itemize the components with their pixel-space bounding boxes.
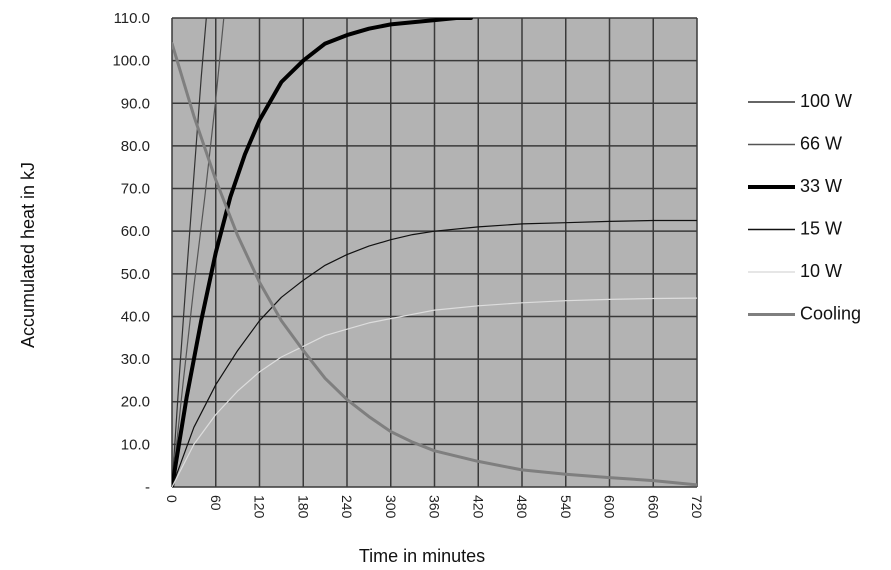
legend-label: Cooling xyxy=(800,304,861,324)
x-tick-label: 420 xyxy=(470,495,486,519)
y-tick-label: 70.0 xyxy=(121,181,150,198)
y-tick-label: 90.0 xyxy=(121,95,150,112)
x-tick-label: 0 xyxy=(164,495,180,503)
legend-label: 15 W xyxy=(800,219,842,239)
y-axis-title: Accumulated heat in kJ xyxy=(18,162,38,348)
series-line-15-w xyxy=(172,219,697,487)
x-tick-label: 60 xyxy=(208,495,224,511)
legend-label: 33 W xyxy=(800,176,842,196)
x-tick-label: 720 xyxy=(689,495,705,519)
y-tick-label: - xyxy=(145,479,150,496)
y-tick-label: 110.0 xyxy=(114,10,150,27)
y-tick-label: 50.0 xyxy=(121,266,150,283)
grid xyxy=(171,17,698,488)
x-tick-label: 540 xyxy=(558,495,574,519)
y-axis-ticks: - 10.0 20.0 30.0 40.0 50.0 60.0 70.0 80.0 90.0 100… xyxy=(112,10,150,496)
series-lines xyxy=(172,18,697,487)
y-tick-label: 20.0 xyxy=(121,394,150,411)
series-line-66-w xyxy=(172,18,225,487)
legend-label: 100 W xyxy=(800,91,852,111)
x-tick-label: 120 xyxy=(252,495,268,519)
series-line-10-w xyxy=(172,297,697,487)
x-axis-ticks: 0 60 120 180 240 300 360 420 480 540 600 660 720 xyxy=(164,495,705,519)
series-line-33-w xyxy=(172,18,473,487)
y-tick-label: 60.0 xyxy=(121,223,150,240)
y-tick-label: 10.0 xyxy=(121,436,150,453)
y-tick-label: 100.0 xyxy=(112,53,150,70)
x-tick-label: 300 xyxy=(383,495,399,519)
x-axis-title: Time in minutes xyxy=(359,546,485,566)
x-tick-label: 480 xyxy=(514,495,530,519)
x-tick-label: 240 xyxy=(339,495,355,519)
x-tick-label: 360 xyxy=(427,495,443,519)
y-tick-label: 40.0 xyxy=(121,308,150,325)
y-tick-label: 80.0 xyxy=(121,138,150,155)
x-tick-label: 180 xyxy=(295,495,311,519)
x-tick-label: 600 xyxy=(602,495,618,519)
series-line-100-w xyxy=(172,18,207,487)
y-tick-label: 30.0 xyxy=(121,351,150,368)
x-tick-label: 660 xyxy=(645,495,661,519)
legend-label: 66 W xyxy=(800,134,842,154)
legend: 100 W 66 W 33 W 15 W 10 W Cooling xyxy=(748,91,861,324)
series-line-cooling xyxy=(172,42,697,487)
legend-label: 10 W xyxy=(800,261,842,281)
